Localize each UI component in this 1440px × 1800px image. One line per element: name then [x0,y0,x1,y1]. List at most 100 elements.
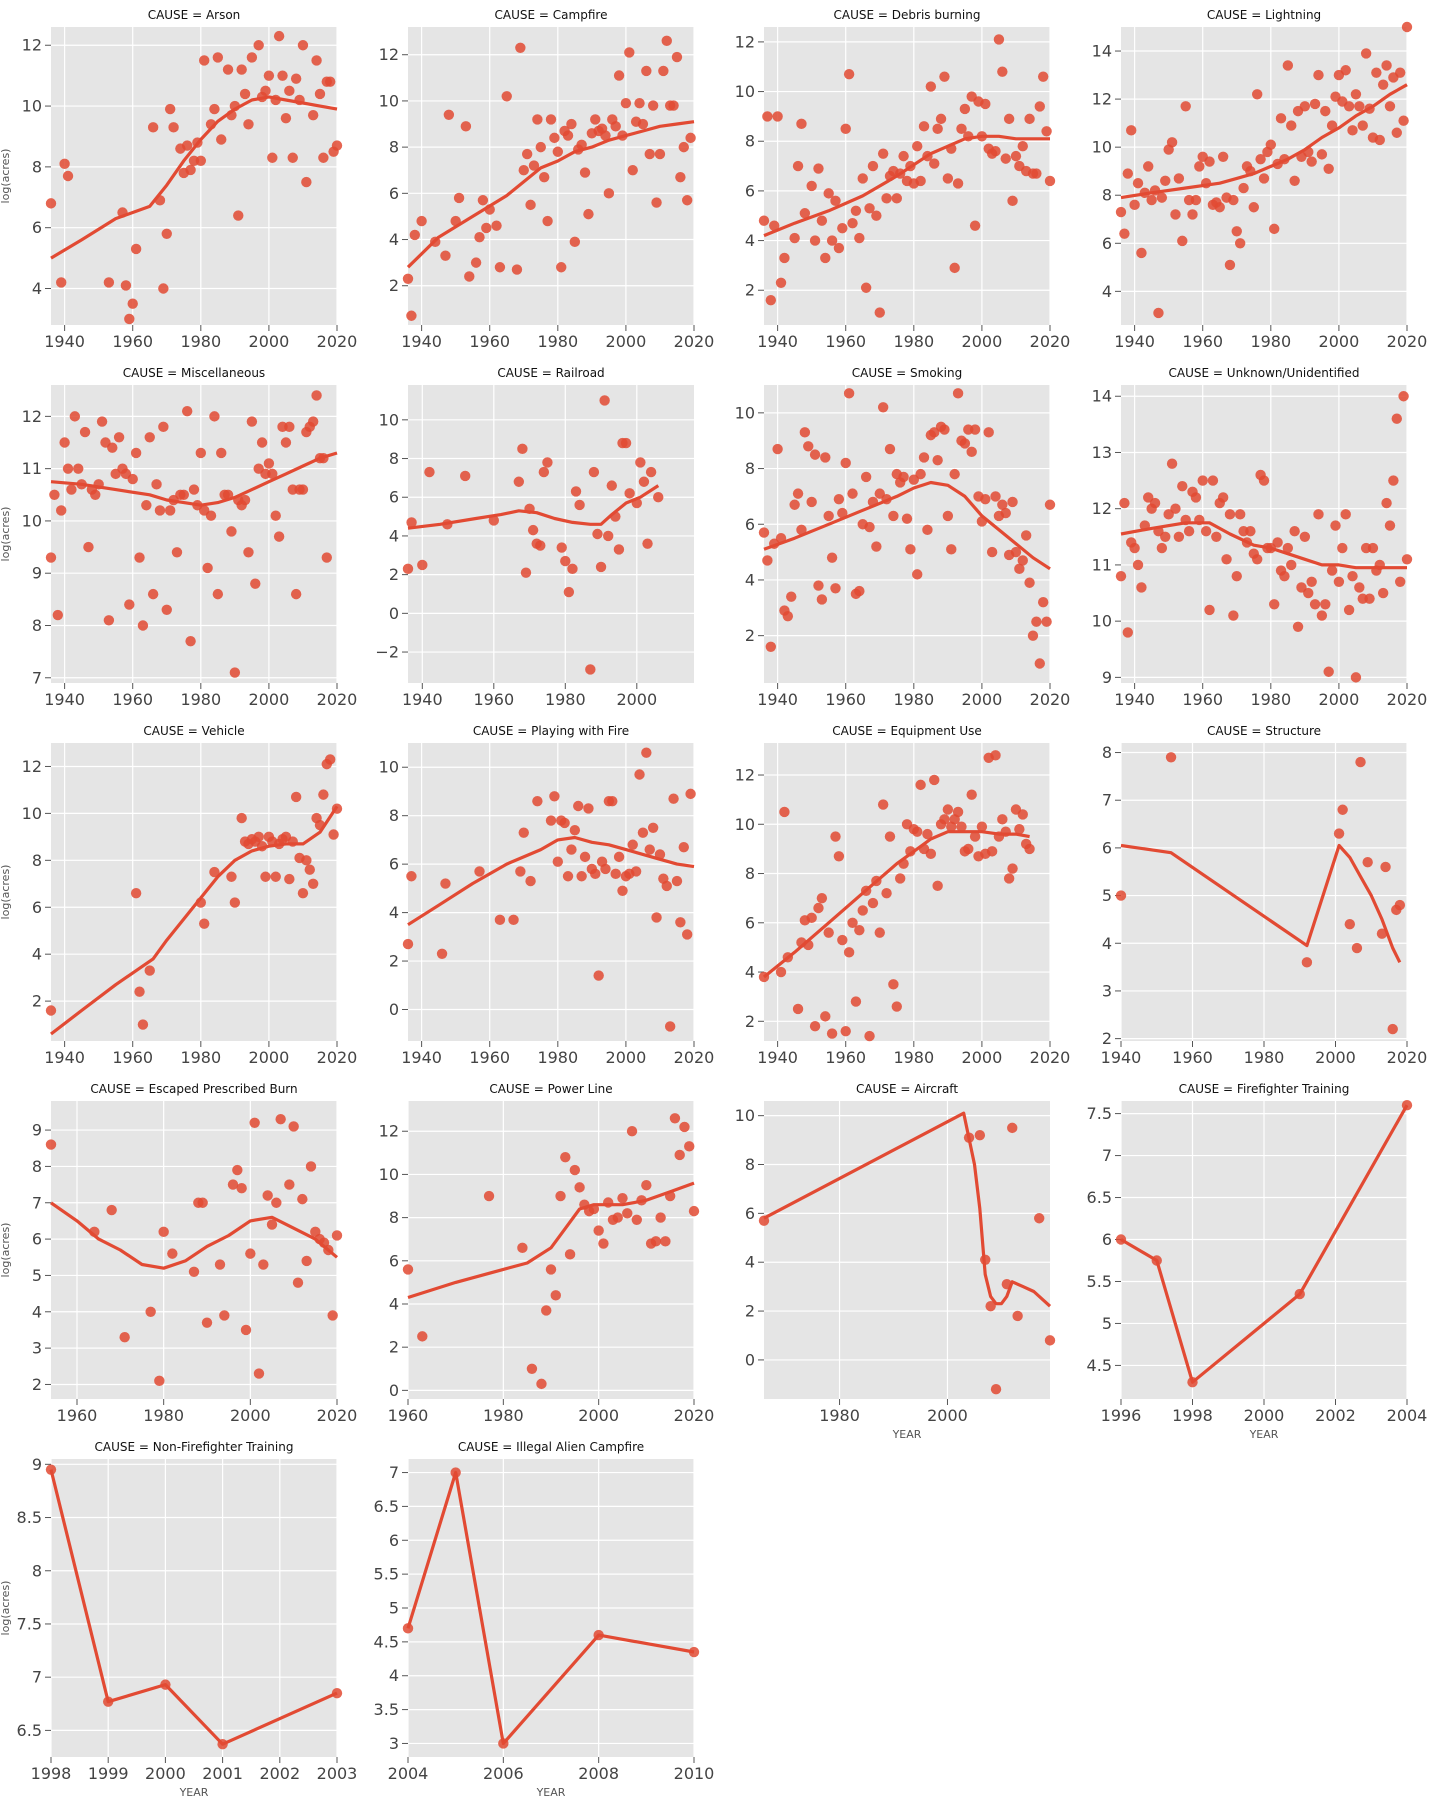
scatter-point [1031,616,1042,627]
x-tick-label: 1980 [893,690,934,709]
scatter-point [925,848,937,860]
scatter-point [1269,599,1280,610]
y-tick-label: 7 [32,1668,42,1687]
scatter-point [823,927,834,938]
x-tick-label: 1940 [1101,1048,1142,1067]
scatter-point [515,866,526,877]
y-tick-label: 14 [1092,387,1112,406]
scatter-point [168,122,179,133]
x-axis-label: YEAR [892,1428,922,1441]
y-tick-label: 6 [1102,234,1112,253]
scatter-point [617,885,628,896]
scatter-point [813,163,824,174]
scatter-point [847,217,858,229]
panel-background [51,1101,337,1399]
scatter-point [990,145,1001,157]
scatter-point [103,277,115,288]
scatter-point [986,546,998,558]
scatter-point [1180,101,1191,112]
scatter-point [1350,89,1362,100]
scatter-point [942,510,954,522]
scatter-point [1320,599,1331,610]
y-tick-label: 7 [389,1463,399,1482]
scatter-point [144,432,155,443]
y-tick-label: 10 [1092,138,1112,157]
scatter-point [56,505,67,516]
x-tick-label: 1980 [537,332,578,351]
scatter-point [1306,156,1317,167]
scatter-point [144,965,155,976]
x-tick-label: 2020 [674,332,715,351]
scatter-point [267,468,278,480]
facet-panel: 1996 1998 2000 2002 2004 4.5 5 5.5 6 6.5 7 7.5 CAUSE… [1087,1082,1428,1441]
scatter-point [324,754,336,765]
scatter-point [1286,559,1297,571]
y-tick-label: 2 [745,1012,755,1031]
scatter-point [167,1248,178,1259]
y-tick-label: 5 [32,1266,42,1285]
scatter-point [830,195,841,207]
scatter-point [470,257,482,268]
x-tick-label: 2020 [317,1406,358,1425]
scatter-point [106,1204,117,1216]
y-tick-label: 8 [745,132,755,151]
facet-panel: 2004 2006 2008 2010 3 3.5 4 4.5 5 5.5 6 6.5 7 CAUSE =… [374,1440,715,1799]
scatter-point [318,789,329,800]
scatter-point [1374,134,1385,146]
x-tick-label: 2000 [1319,332,1360,351]
scatter-point [641,747,652,758]
scatter-point [857,905,868,916]
scatter-point [195,447,207,459]
y-tick-label: 4 [32,279,42,298]
scatter-point [956,821,967,832]
scatter-point [197,1197,208,1208]
scatter-point [1132,559,1144,571]
scatter-point [199,55,210,66]
panel-title: CAUSE = Unknown/Unidentified [1169,366,1360,380]
scatter-point [782,610,794,622]
scatter-point [653,492,664,503]
scatter-point [1238,182,1249,194]
scatter-point [1183,525,1195,537]
scatter-point [637,118,649,130]
y-tick-label: 4 [745,231,755,250]
scatter-point [542,215,553,227]
scatter-point [622,1208,633,1219]
y-tick-label: 6 [745,913,755,932]
scatter-point [1371,67,1382,78]
scatter-point [669,1113,681,1124]
y-tick-label: 4 [745,963,755,982]
scatter-point [130,887,142,899]
scatter-point [1170,209,1181,220]
y-tick-label: 2 [389,1338,399,1357]
scatter-point [1394,67,1406,78]
scatter-point [569,1164,581,1176]
scatter-point [284,85,295,97]
scatter-point [612,1212,623,1223]
scatter-point [1024,113,1035,125]
scatter-point [1301,957,1313,968]
scatter-point [1347,125,1358,136]
scatter-point [939,71,950,82]
scatter-point [402,1623,414,1634]
x-tick-label: 2000 [145,1764,186,1783]
scatter-point [127,473,138,485]
y-tick-label: 4 [1102,282,1112,301]
x-tick-label: 1980 [545,690,586,709]
scatter-point [799,427,811,438]
y-tick-label: 6 [389,1251,399,1270]
x-tick-label: 1960 [469,332,510,351]
scatter-point [809,235,821,246]
facet-panel: 1940 1960 1980 2000 2020 2 4 6 8 10 12 CAUSE = Camp… [379,8,715,351]
scatter-point [178,489,189,500]
scatter-point [912,569,923,580]
scatter-point [253,40,264,51]
scatter-point [288,1121,299,1132]
x-tick-label: 2020 [674,1406,715,1425]
y-tick-label: 10 [379,758,399,777]
scatter-point [762,555,773,566]
scatter-points [758,750,1035,1042]
scatter-point [124,599,135,610]
scatter-point [460,121,472,132]
y-tick-label: 5 [389,1599,399,1618]
